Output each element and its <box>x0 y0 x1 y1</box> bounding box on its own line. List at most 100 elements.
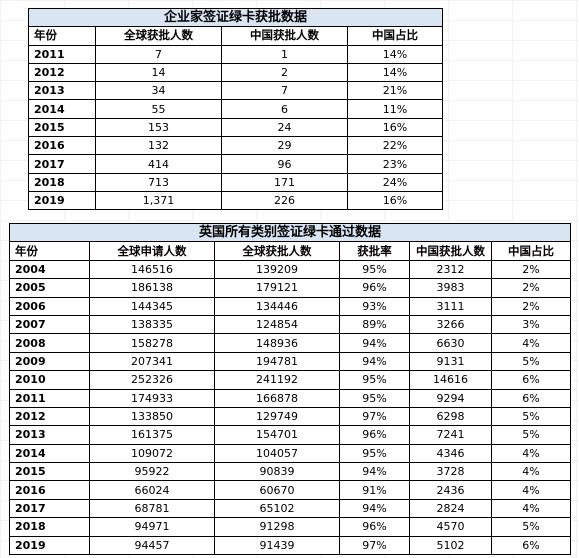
table-cell: 144345 <box>89 296 215 316</box>
table-cell: 2436 <box>409 480 492 500</box>
table-cell: 132 <box>95 136 222 156</box>
table-cell: 174933 <box>89 388 215 408</box>
table-row: 2013 161375 154701 96% 7241 5% <box>9 425 571 445</box>
table-cell: 96% <box>339 278 410 298</box>
table-row: 2018 713 171 24% <box>28 172 443 192</box>
table-cell: 55 <box>95 99 222 119</box>
table-cell: 94971 <box>89 517 215 537</box>
table-cell: 3728 <box>409 462 492 482</box>
table-cell: 6% <box>491 388 571 408</box>
year-cell: 2013 <box>9 425 90 445</box>
table-cell: 95% <box>339 370 410 390</box>
table-cell: 133850 <box>89 406 215 427</box>
table-row: 2018 94971 91298 96% 4570 5% <box>9 517 571 537</box>
table-row: 2013 34 7 21% <box>28 81 443 101</box>
table-cell: 109072 <box>89 443 215 464</box>
table-cell: 96% <box>339 425 410 445</box>
table-cell: 166878 <box>214 388 340 408</box>
table-cell: 95% <box>339 259 410 280</box>
column-header: 全球获批人数 <box>214 241 340 261</box>
table-cell: 3983 <box>409 278 492 298</box>
table-cell: 34 <box>95 81 222 101</box>
table-cell: 7 <box>95 44 222 64</box>
table-cell: 2% <box>491 278 571 298</box>
table-cell: 153 <box>95 117 222 138</box>
table-row: 2004 146516 139209 95% 2312 2% <box>9 259 571 280</box>
table-cell: 3266 <box>409 314 492 335</box>
uk-all-visa-table: 英国所有类别签证绿卡通过数据 年份 全球申请人数 全球获批人数 获批率 中国获批… <box>9 222 571 556</box>
year-cell: 2011 <box>9 388 90 408</box>
table-cell: 94457 <box>89 535 215 556</box>
table-cell: 60670 <box>214 480 340 500</box>
table-title: 英国所有类别签证绿卡通过数据 <box>9 222 571 243</box>
column-header: 中国占比 <box>491 241 571 261</box>
year-cell: 2016 <box>9 480 90 500</box>
table-row: 2011 7 1 14% <box>28 44 443 64</box>
year-cell: 2008 <box>9 333 90 353</box>
column-header: 年份 <box>9 241 90 261</box>
table-cell: 22% <box>347 136 443 156</box>
table-cell: 6% <box>491 370 571 390</box>
year-cell: 2016 <box>28 136 96 156</box>
table-cell: 5102 <box>409 535 492 556</box>
table-row: 2012 133850 129749 97% 6298 5% <box>9 406 571 427</box>
year-cell: 2015 <box>9 462 90 482</box>
table-cell: 23% <box>347 154 443 174</box>
table-cell: 94% <box>339 462 410 482</box>
table-row: 2009 207341 194781 94% 9131 5% <box>9 351 571 372</box>
table-row: 2019 94457 91439 97% 5102 6% <box>9 535 571 556</box>
table-cell: 3111 <box>409 296 492 316</box>
year-cell: 2018 <box>9 517 90 537</box>
table-cell: 6630 <box>409 333 492 353</box>
table-row: 2016 132 29 22% <box>28 136 443 156</box>
table-row: 2015 153 24 16% <box>28 117 443 138</box>
table-row: 2010 252326 241192 95% 14616 6% <box>9 370 571 390</box>
table-cell: 16% <box>347 117 443 138</box>
table-cell: 7241 <box>409 425 492 445</box>
table-row: 2011 174933 166878 95% 9294 6% <box>9 388 571 408</box>
year-cell: 2013 <box>28 81 96 101</box>
table-cell: 146516 <box>89 259 215 280</box>
table-cell: 94% <box>339 498 410 519</box>
header-row: 年份 全球申请人数 全球获批人数 获批率 中国获批人数 中国占比 <box>9 241 571 261</box>
table-row: 2006 144345 134446 93% 3111 2% <box>9 296 571 316</box>
table-row: 2017 414 96 23% <box>28 154 443 174</box>
table-cell: 95922 <box>89 462 215 482</box>
table-cell: 97% <box>339 535 410 556</box>
table-cell: 68781 <box>89 498 215 519</box>
table-cell: 207341 <box>89 351 215 372</box>
table-cell: 14616 <box>409 370 492 390</box>
year-cell: 2018 <box>28 172 96 192</box>
table-cell: 6 <box>221 99 348 119</box>
table-cell: 7 <box>221 81 348 101</box>
table-cell: 414 <box>95 154 222 174</box>
table-cell: 129749 <box>214 406 340 427</box>
table-cell: 65102 <box>214 498 340 519</box>
table-cell: 139209 <box>214 259 340 280</box>
year-cell: 2006 <box>9 296 90 316</box>
table-cell: 1 <box>221 44 348 64</box>
table-cell: 158278 <box>89 333 215 353</box>
year-cell: 2015 <box>28 117 96 138</box>
table-cell: 2312 <box>409 259 492 280</box>
table-cell: 4% <box>491 443 571 464</box>
table-cell: 24 <box>221 117 348 138</box>
table-cell: 5% <box>491 425 571 445</box>
table-cell: 4% <box>491 498 571 519</box>
column-header: 中国获批人数 <box>221 26 348 46</box>
table-cell: 252326 <box>89 370 215 390</box>
table-cell: 4346 <box>409 443 492 464</box>
table-cell: 138335 <box>89 314 215 335</box>
table-cell: 91439 <box>214 535 340 556</box>
table-row: 2008 158278 148936 94% 6630 4% <box>9 333 571 353</box>
year-cell: 2009 <box>9 351 90 372</box>
table-cell: 2% <box>491 296 571 316</box>
table-cell: 5% <box>491 351 571 372</box>
table-cell: 186138 <box>89 278 215 298</box>
table-cell: 124854 <box>214 314 340 335</box>
table-cell: 4% <box>491 480 571 500</box>
table-cell: 194781 <box>214 351 340 372</box>
table-cell: 171 <box>221 172 348 192</box>
table-cell: 97% <box>339 406 410 427</box>
